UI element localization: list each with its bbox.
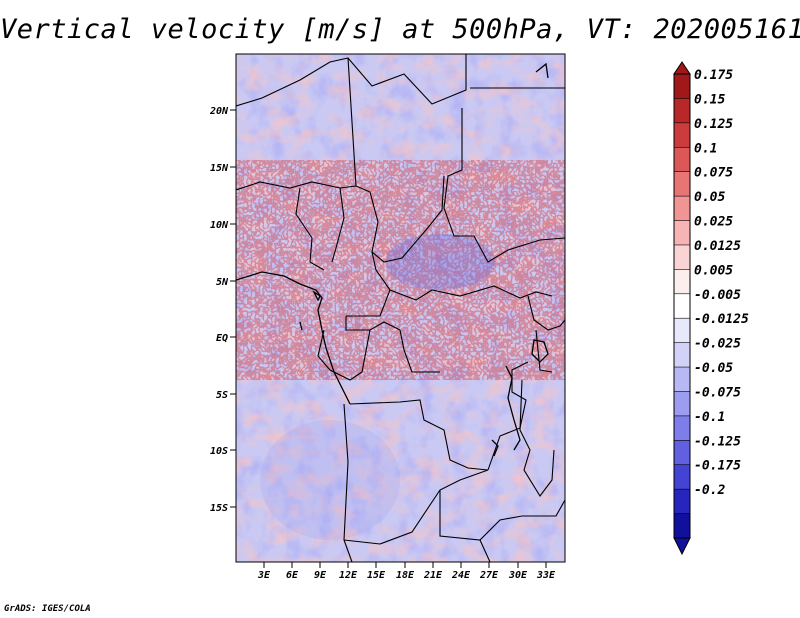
lat-label: 15S: [210, 503, 228, 514]
colorbar-min-arrow: [673, 537, 691, 556]
lat-tick-eq: EQ: [216, 333, 236, 344]
colorbar-segment: [674, 293, 690, 319]
lon-label: 27E: [479, 570, 499, 581]
lon-label: 15E: [367, 570, 386, 581]
lon-tick-6e: 6E: [286, 562, 299, 581]
colorbar-label: -0.2: [694, 483, 725, 498]
colorbar-label: -0.025: [694, 337, 741, 352]
map-title: Vertical velocity [m/s] at 500hPa, VT: 2…: [0, 14, 800, 45]
lon-label: 21E: [423, 570, 443, 581]
colorbar-segment: [674, 513, 690, 539]
lon-label: 30E: [508, 570, 528, 581]
lon-tick-12e: 12E: [339, 562, 358, 581]
lat-tick-5s: 5S: [216, 390, 236, 401]
colorbar-segment: [674, 196, 690, 222]
colorbar-segment: [674, 122, 690, 148]
colorbar-frame: [673, 73, 691, 539]
lon-tick-18e: 18E: [396, 562, 415, 581]
lat-label: EQ: [216, 333, 228, 344]
lat-label: 20N: [209, 106, 229, 117]
lon-tick-15e: 15E: [367, 562, 386, 581]
colorbar-segment: [674, 391, 690, 417]
colorbar-label: -0.075: [694, 385, 741, 400]
colorbar-label: 0.0125: [694, 239, 741, 254]
latitude-axis: 20N 15N 10N 5N EQ 5S 10S 15S: [209, 106, 236, 514]
lon-tick-21e: 21E: [423, 562, 443, 581]
lat-tick-20n: 20N: [209, 106, 236, 117]
lon-label: 6E: [286, 570, 299, 581]
lon-tick-27e: 27E: [479, 562, 499, 581]
lat-label: 5N: [216, 277, 229, 288]
colorbar-label: -0.175: [694, 459, 741, 474]
colorbar-segment: [674, 244, 690, 270]
colorbar-segment: [674, 98, 690, 124]
colorbar-segment: [674, 147, 690, 173]
lon-label: 33E: [536, 570, 556, 581]
lat-label: 10S: [210, 446, 228, 457]
colorbar-segment: [674, 464, 690, 490]
colorbar-label: -0.005: [694, 288, 741, 303]
velocity-field: [236, 54, 565, 562]
colorbar-segment: [674, 220, 690, 246]
lat-label: 10N: [210, 220, 229, 231]
colorbar-label: -0.05: [694, 361, 733, 376]
lat-tick-10s: 10S: [210, 446, 236, 457]
colorbar-labels: 0.175 0.15 0.125 0.1 0.075 0.05 0.025 0.0125 0.0…: [694, 68, 749, 498]
colorbar-label: 0.125: [694, 117, 733, 132]
colorbar-segment: [674, 74, 690, 99]
lat-label: 5S: [216, 390, 228, 401]
lon-tick-3e: 3E: [257, 562, 271, 581]
longitude-axis: 3E 6E 9E 12E 15E 18E 21E 24E 27E 30E 33E: [257, 562, 556, 581]
lat-tick-15s: 15S: [210, 503, 236, 514]
colorbar-label: 0.1: [694, 141, 717, 156]
lat-tick-5n: 5N: [216, 277, 236, 288]
lon-label: 12E: [339, 570, 358, 581]
lat-tick-15n: 15N: [210, 163, 236, 174]
lon-tick-9e: 9E: [314, 562, 327, 581]
lon-tick-24e: 24E: [451, 562, 471, 581]
country-borders: [236, 54, 565, 562]
grads-credit: GrADS: IGES/COLA: [4, 604, 91, 614]
colorbar: 0.175 0.15 0.125 0.1 0.075 0.05 0.025 0.0125 0.0…: [673, 61, 749, 556]
lat-tick-10n: 10N: [210, 220, 236, 231]
colorbar-segment: [674, 269, 690, 295]
lon-tick-30e: 30E: [508, 562, 528, 581]
lon-tick-33e: 33E: [536, 562, 556, 581]
colorbar-label: 0.005: [694, 263, 733, 278]
colorbar-segment: [674, 415, 690, 441]
colorbar-label: -0.1: [694, 410, 725, 425]
colorbar-label: -0.0125: [694, 312, 749, 327]
colorbar-segment: [674, 489, 690, 515]
lon-label: 9E: [314, 570, 327, 581]
colorbar-segment: [674, 171, 690, 197]
coastlines: [236, 62, 549, 457]
colorbar-label: 0.025: [694, 215, 733, 230]
lon-label: 3E: [257, 570, 271, 581]
colorbar-label: 0.15: [694, 92, 725, 107]
colorbar-segments: [674, 74, 690, 539]
lon-label: 18E: [396, 570, 415, 581]
lat-label: 15N: [210, 163, 229, 174]
colorbar-max-arrow: [673, 61, 691, 75]
map-frame: [235, 53, 566, 563]
colorbar-label: -0.125: [694, 434, 741, 449]
lon-label: 24E: [451, 570, 471, 581]
colorbar-label: 0.075: [694, 166, 733, 181]
colorbar-segment: [674, 440, 690, 466]
colorbar-label: 0.175: [694, 68, 733, 83]
colorbar-segment: [674, 342, 690, 368]
colorbar-segment: [674, 318, 690, 344]
colorbar-label: 0.05: [694, 190, 725, 205]
colorbar-segment: [674, 367, 690, 392]
